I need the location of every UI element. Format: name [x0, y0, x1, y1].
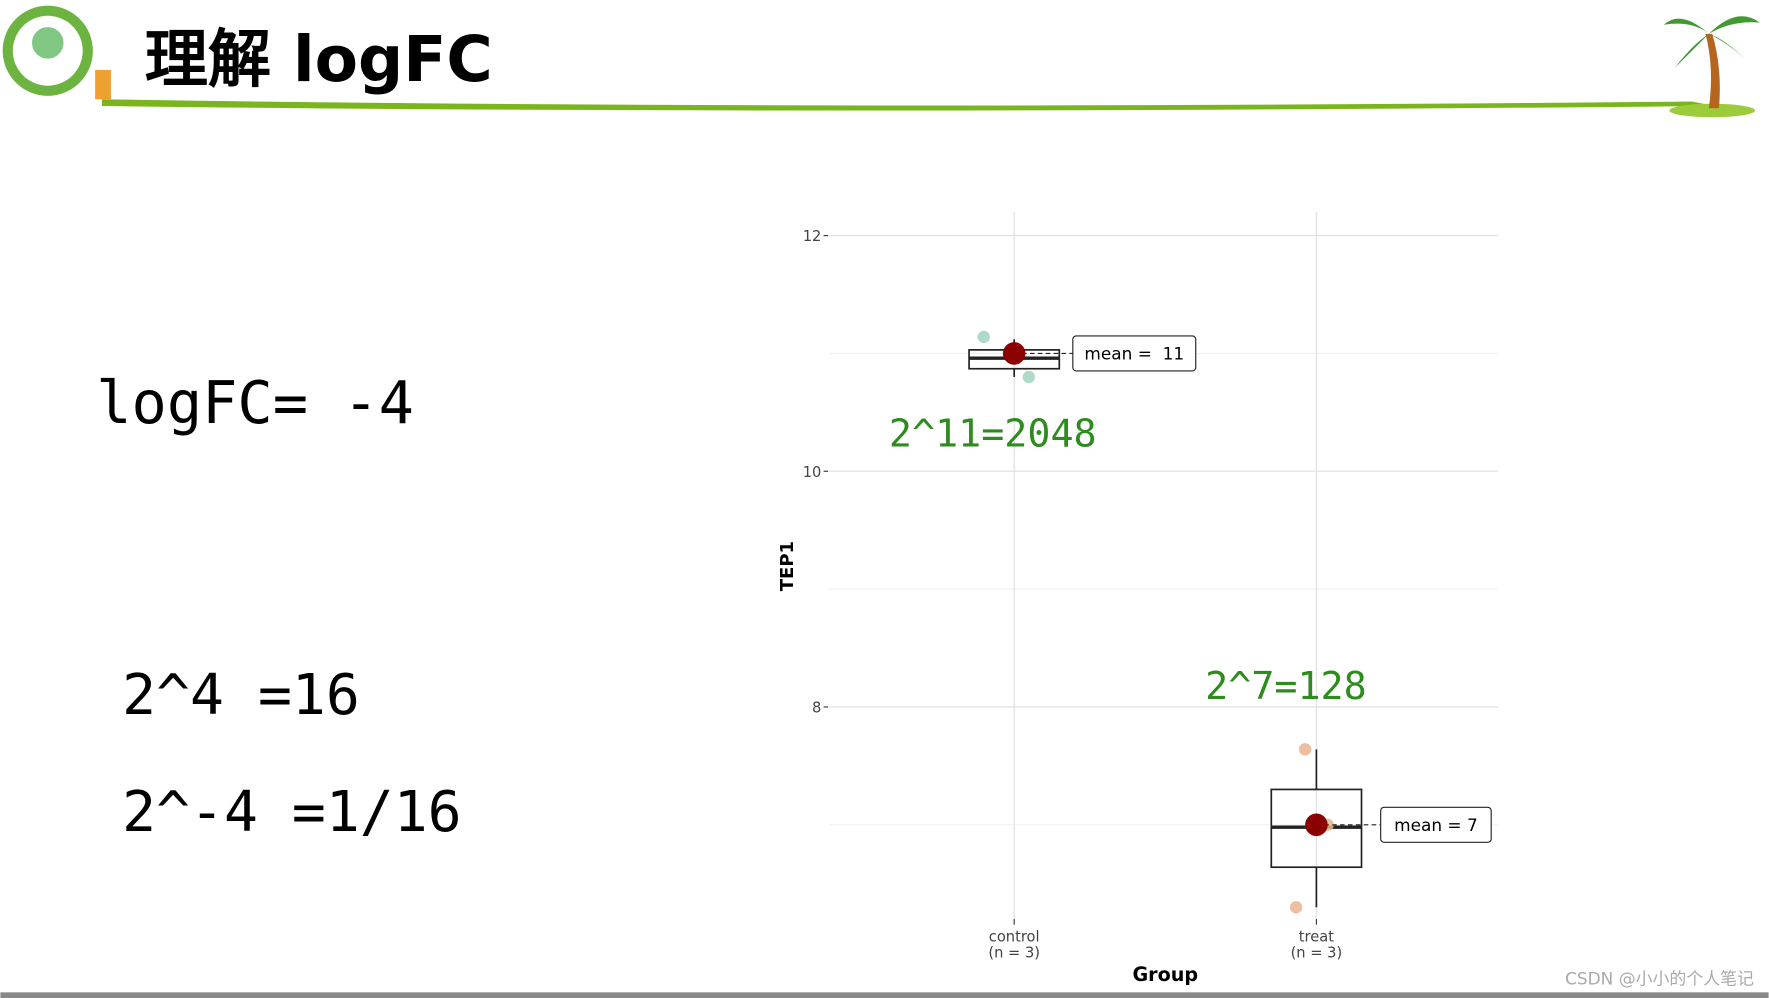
data-point [977, 330, 990, 344]
logo-deco [95, 69, 111, 100]
palm-leaves [1663, 16, 1760, 68]
palm-ground [1669, 103, 1756, 118]
note: 2^-4 =1/16 [122, 780, 461, 845]
mean-label-box [1072, 335, 1197, 372]
data-point [1022, 370, 1036, 384]
palm-trunk [1705, 33, 1720, 109]
note: logFC= -4 [96, 369, 414, 437]
annotation: 2^11=2048 [889, 412, 1097, 457]
watermark: CSDN @小小的个人笔记 [1565, 968, 1754, 988]
y-axis-title: TEP1 [777, 541, 798, 591]
note: 2^4 =16 [122, 663, 360, 728]
y-tick-label: 12 [803, 228, 822, 245]
x-tick-label: treat [1299, 929, 1334, 946]
x-axis-title: Group [1132, 963, 1198, 986]
slide-title: 理解 logFC [145, 22, 493, 96]
mean-label: mean = 11 [1084, 344, 1184, 364]
x-tick-n: (n = 3) [988, 944, 1040, 961]
data-point [1289, 901, 1303, 914]
x-tick-n: (n = 3) [1291, 944, 1343, 961]
bottom-bar [0, 992, 1769, 998]
logo-tree [31, 27, 64, 59]
header-line [101, 99, 1715, 111]
data-point [1298, 743, 1312, 756]
annotation: 2^7=128 [1205, 664, 1367, 709]
mean-label-box [1380, 806, 1492, 843]
mean-point [1305, 813, 1328, 837]
mean-label: mean = 7 [1394, 815, 1478, 835]
mean-point [1002, 342, 1026, 365]
y-tick-label: 10 [803, 464, 822, 481]
y-tick-label: 8 [812, 700, 821, 717]
x-tick-label: control [989, 929, 1040, 946]
